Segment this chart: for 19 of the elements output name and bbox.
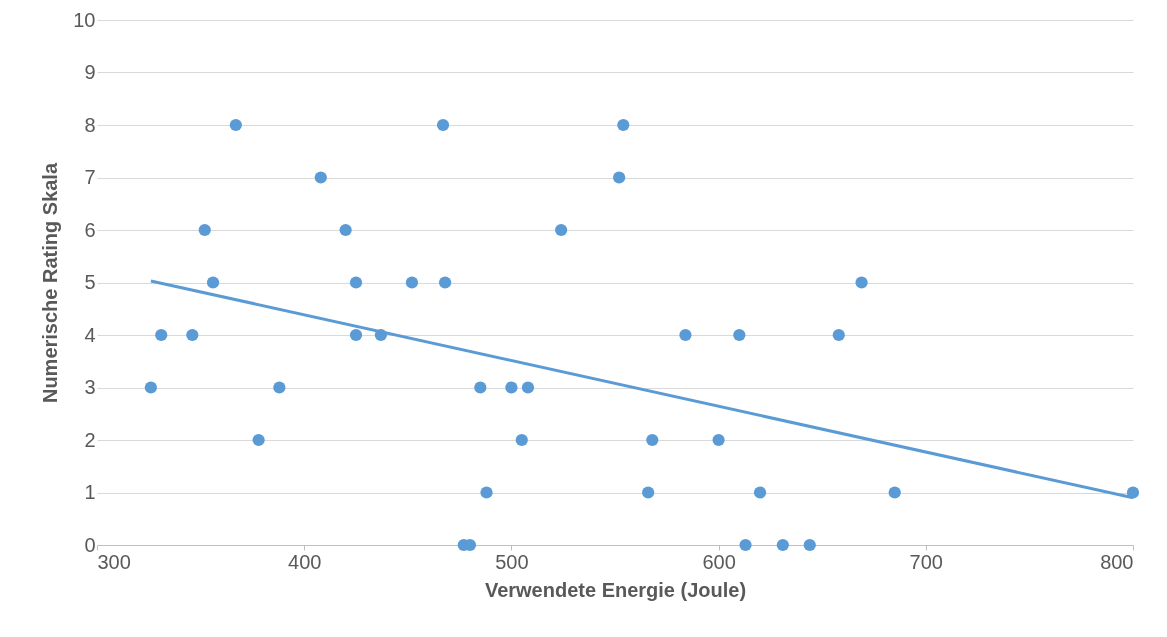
y-tick-label: 6 (84, 218, 96, 241)
x-tick-label: 600 (702, 550, 736, 573)
x-axis-title: Verwendete Energie (Joule) (484, 578, 747, 601)
y-tick-label: 4 (84, 323, 96, 346)
y-tick-label: 3 (84, 376, 96, 398)
y-tick-label: 2 (84, 428, 96, 451)
y-tick-label: 0 (84, 533, 96, 556)
y-tick-label: 7 (84, 166, 96, 188)
x-tick-label: 500 (495, 550, 529, 573)
y-tick-label: 5 (84, 271, 96, 293)
y-tick-label: 1 (84, 481, 96, 503)
x-tick-label: 800 (1100, 550, 1134, 573)
x-tick-label: 400 (288, 550, 322, 573)
x-tick-label: 300 (97, 550, 131, 573)
y-tick-label: 8 (84, 113, 96, 136)
x-tick-label: 700 (909, 550, 943, 573)
y-tick-label: 9 (84, 61, 96, 83)
y-tick-label: 10 (73, 8, 96, 31)
y-axis-title: Numerische Rating Skala (39, 162, 62, 404)
